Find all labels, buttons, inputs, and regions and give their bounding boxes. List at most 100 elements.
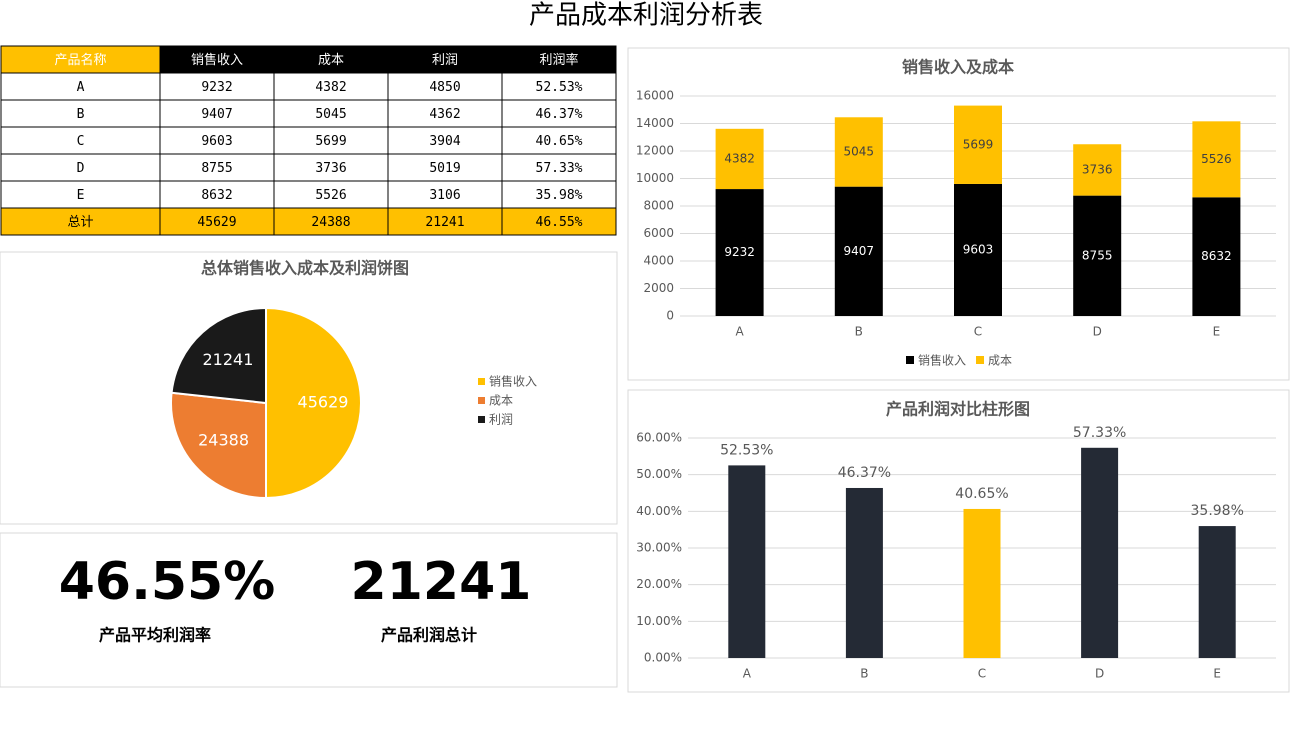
table-cell (501, 72, 617, 101)
pie-slice (170, 391, 267, 500)
table-cell (501, 180, 617, 209)
legend-label: 成本 (489, 394, 513, 408)
table-text: 8755 (201, 161, 232, 176)
table-text: B (77, 107, 85, 122)
legend-swatch (478, 397, 485, 404)
data-label: 57.33% (1073, 425, 1126, 441)
bar-segment (1192, 121, 1241, 198)
y-tick-label: 0.00% (644, 651, 682, 665)
x-tick-label: C (978, 667, 986, 681)
table-text: A (77, 80, 85, 95)
bar-segment (834, 186, 883, 316)
kpi-value: 21241 (351, 552, 532, 612)
slice-label: 24388 (198, 431, 249, 450)
kpi-label: 产品利润总计 (381, 626, 477, 645)
table-cell (501, 126, 617, 155)
pie-slice (265, 306, 362, 500)
table-text: 24388 (311, 215, 350, 230)
table-text: 8632 (201, 188, 232, 203)
bar-segment (1192, 197, 1241, 316)
table-text: 5699 (315, 134, 346, 149)
table-cell (0, 126, 161, 155)
y-tick-label: 4000 (643, 254, 674, 268)
y-tick-label: 16000 (636, 89, 674, 103)
data-label: 9603 (963, 242, 994, 256)
y-tick-label: 12000 (636, 144, 674, 158)
bar-segment (715, 189, 764, 316)
kpi-label: 产品平均利润率 (99, 626, 211, 645)
data-label: 40.65% (955, 486, 1008, 502)
bar-segment (954, 183, 1002, 316)
data-label: 5699 (963, 137, 994, 151)
table-cell (387, 126, 503, 155)
table-text: 5045 (315, 107, 346, 122)
table-cell (0, 72, 161, 101)
table-text: 40.65% (536, 134, 583, 149)
chart-title: 销售收入及成本 (902, 58, 1014, 77)
data-label: 46.37% (838, 465, 891, 481)
x-tick-label: E (1213, 325, 1221, 339)
data-label: 52.53% (720, 442, 773, 458)
bar-segment (1073, 195, 1122, 316)
table-text: 3736 (315, 161, 346, 176)
table-cell (273, 180, 389, 209)
x-tick-label: C (974, 325, 982, 339)
chart-title: 产品利润对比柱形图 (886, 400, 1030, 419)
slice-label: 21241 (202, 350, 253, 369)
panel (0, 532, 618, 688)
x-tick-label: A (735, 325, 744, 339)
data-label: 8632 (1201, 249, 1232, 263)
y-tick-label: 60.00% (636, 431, 682, 445)
legend-swatch (478, 378, 485, 385)
bar (845, 487, 883, 658)
x-tick-label: E (1213, 667, 1221, 681)
table-text: 21241 (425, 215, 464, 230)
x-tick-label: A (743, 667, 752, 681)
y-tick-label: 30.00% (636, 541, 682, 555)
y-tick-label: 2000 (643, 281, 674, 295)
table-text: 3904 (429, 134, 460, 149)
table-cell (159, 153, 275, 182)
slice-label: 45629 (298, 393, 349, 412)
kpi-value: 46.55% (59, 552, 276, 612)
bar (728, 465, 766, 658)
table-cell (273, 72, 389, 101)
data-label: 3736 (1082, 162, 1113, 176)
table-text: 3106 (429, 188, 460, 203)
data-label: 4382 (724, 151, 755, 165)
table-cell (387, 180, 503, 209)
table-text: 利润率 (539, 52, 578, 68)
data-label: 8755 (1082, 248, 1113, 262)
x-tick-label: D (1093, 325, 1102, 339)
y-tick-label: 10000 (636, 171, 674, 185)
page-title: 产品成本利润分析表 (529, 1, 763, 31)
bar-segment (1073, 144, 1122, 196)
table-text: 9407 (201, 107, 232, 122)
bar (963, 508, 1001, 658)
table-cell (0, 153, 161, 182)
data-label: 9232 (724, 245, 755, 259)
legend-label: 利润 (489, 413, 513, 427)
chart-title: 总体销售收入成本及利润饼图 (201, 259, 409, 278)
table-cell (159, 180, 275, 209)
y-tick-label: 0 (666, 309, 674, 323)
bar-segment (834, 117, 883, 187)
table-text: 4362 (429, 107, 460, 122)
data-label: 5045 (844, 144, 875, 158)
table-cell (501, 207, 617, 236)
table-text: 45629 (197, 215, 236, 230)
table-text: 46.55% (536, 215, 583, 230)
table-cell (387, 99, 503, 128)
x-tick-label: B (860, 667, 868, 681)
table-text: 总计 (67, 215, 93, 230)
table-text: 5019 (429, 161, 460, 176)
table-cell (159, 126, 275, 155)
table-cell (0, 45, 161, 74)
legend-swatch (906, 356, 914, 364)
x-tick-label: B (855, 325, 863, 339)
legend-swatch (478, 416, 485, 423)
pie-slice (170, 306, 267, 405)
y-tick-label: 14000 (636, 116, 674, 130)
table-cell (273, 126, 389, 155)
y-tick-label: 8000 (643, 199, 674, 213)
